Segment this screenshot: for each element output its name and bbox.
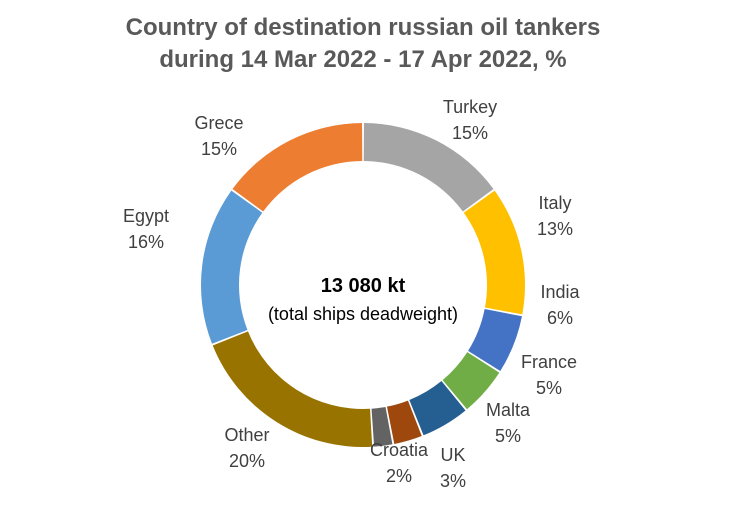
slice-india <box>468 308 522 371</box>
chart-title-line-2: during 14 Mar 2022 - 17 Apr 2022, % <box>159 46 566 73</box>
chart-title-line-1: Country of destination russian oil tanke… <box>126 14 601 41</box>
slice-label-turkey: Turkey <box>443 97 497 117</box>
slice-uk <box>386 400 422 444</box>
donut-slices <box>201 123 525 447</box>
slice-value-italy: 13% <box>537 219 573 239</box>
slice-label-malta: Malta <box>486 400 531 420</box>
slice-label-italy: Italy <box>538 193 571 213</box>
slice-value-egypt: 16% <box>128 232 164 252</box>
slice-label-egypt: Egypt <box>123 206 169 226</box>
slice-italy <box>463 190 525 315</box>
slice-other <box>212 331 373 447</box>
slice-label-uk: UK <box>440 445 465 465</box>
slice-label-france: France <box>521 352 577 372</box>
slice-value-uk: 3% <box>440 471 466 491</box>
slice-france <box>442 352 500 410</box>
slice-malta <box>409 381 466 436</box>
slice-label-other: Other <box>224 425 269 445</box>
slice-value-turkey: 15% <box>452 123 488 143</box>
slice-label-india: India <box>540 282 580 302</box>
center-total-value: 13 080 kt <box>321 275 406 297</box>
slice-value-other: 20% <box>229 451 265 471</box>
slice-grece <box>232 123 363 212</box>
slice-value-croatia: 2% <box>386 466 412 486</box>
slice-turkey <box>363 123 494 212</box>
slice-value-france: 5% <box>536 378 562 398</box>
slice-label-croatia: Croatia <box>370 440 429 460</box>
slice-croatia <box>371 406 393 447</box>
slice-value-india: 6% <box>547 308 573 328</box>
center-total-caption: (total ships deadweight) <box>268 304 458 324</box>
slice-value-grece: 15% <box>201 139 237 159</box>
slice-egypt <box>201 190 263 344</box>
slice-label-grece: Grece <box>194 113 243 133</box>
slice-labels: Turkey15%Italy13%India6%France5%Malta5%U… <box>123 97 581 491</box>
slice-value-malta: 5% <box>495 426 521 446</box>
